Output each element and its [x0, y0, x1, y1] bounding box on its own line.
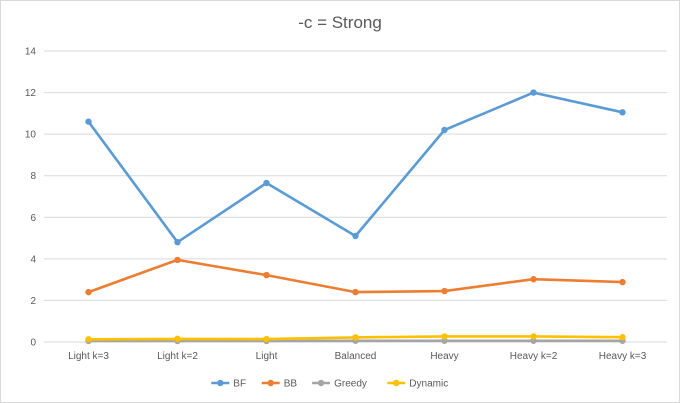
y-axis-ticks: 0 2 4 6 8 10 12 14 [25, 47, 37, 349]
data-point [352, 288, 359, 296]
data-point [263, 335, 270, 343]
legend-label: Greedy [334, 379, 367, 390]
x-tick-label: Balanced [335, 351, 377, 362]
legend-item: BF [211, 379, 246, 390]
data-point [619, 334, 626, 341]
legend-marker [393, 379, 400, 387]
data-point [174, 256, 181, 264]
y-tick-label: 2 [30, 296, 36, 307]
y-tick-label: 6 [30, 213, 36, 224]
x-tick-label: Heavy k=2 [510, 351, 558, 362]
data-point [441, 287, 448, 295]
legend-label: BF [233, 379, 246, 390]
series-line [87, 91, 624, 244]
data-point [85, 288, 92, 296]
legend: BF BB Greedy Dynamic [211, 379, 448, 390]
data-point [263, 271, 270, 279]
data-point [352, 232, 359, 240]
data-point [352, 334, 359, 341]
data-point [619, 278, 626, 286]
series-bb [85, 256, 626, 296]
gridlines [44, 50, 667, 343]
data-point [263, 179, 270, 187]
chart-title: -c = Strong [298, 13, 382, 32]
y-tick-label: 12 [25, 88, 37, 99]
data-point [530, 89, 537, 96]
y-tick-label: 10 [25, 130, 37, 141]
legend-marker [217, 379, 224, 387]
legend-marker [317, 379, 325, 387]
legend-label: BB [284, 379, 298, 390]
x-tick-label: Light k=2 [157, 351, 198, 362]
x-tick-label: Light [256, 351, 278, 362]
data-point [530, 333, 537, 340]
data-point [530, 276, 537, 283]
legend-item: Greedy [312, 379, 367, 390]
x-tick-label: Heavy [430, 351, 458, 362]
series-line [87, 258, 624, 294]
data-point [85, 336, 92, 343]
y-tick-label: 14 [25, 47, 37, 58]
data-point [174, 335, 181, 343]
series-dynamic [85, 333, 626, 343]
x-tick-label: Heavy k=3 [599, 351, 647, 362]
x-axis-ticks: Light k=3 Light k=2 Light Balanced Heavy Heav… [68, 351, 647, 362]
data-point [174, 239, 181, 246]
y-tick-label: 4 [30, 254, 36, 265]
series-bf [85, 89, 626, 246]
y-tick-label: 0 [30, 338, 36, 349]
x-tick-label: Light k=3 [68, 351, 109, 362]
series-lines [85, 89, 626, 345]
data-point [441, 126, 448, 134]
legend-item: Dynamic [387, 379, 448, 390]
legend-item: BB [261, 379, 298, 390]
y-tick-label: 8 [30, 171, 36, 182]
legend-marker [267, 379, 274, 387]
data-point [85, 118, 92, 125]
data-point [441, 333, 448, 340]
legend-label: Dynamic [409, 379, 448, 390]
data-point [619, 109, 626, 116]
